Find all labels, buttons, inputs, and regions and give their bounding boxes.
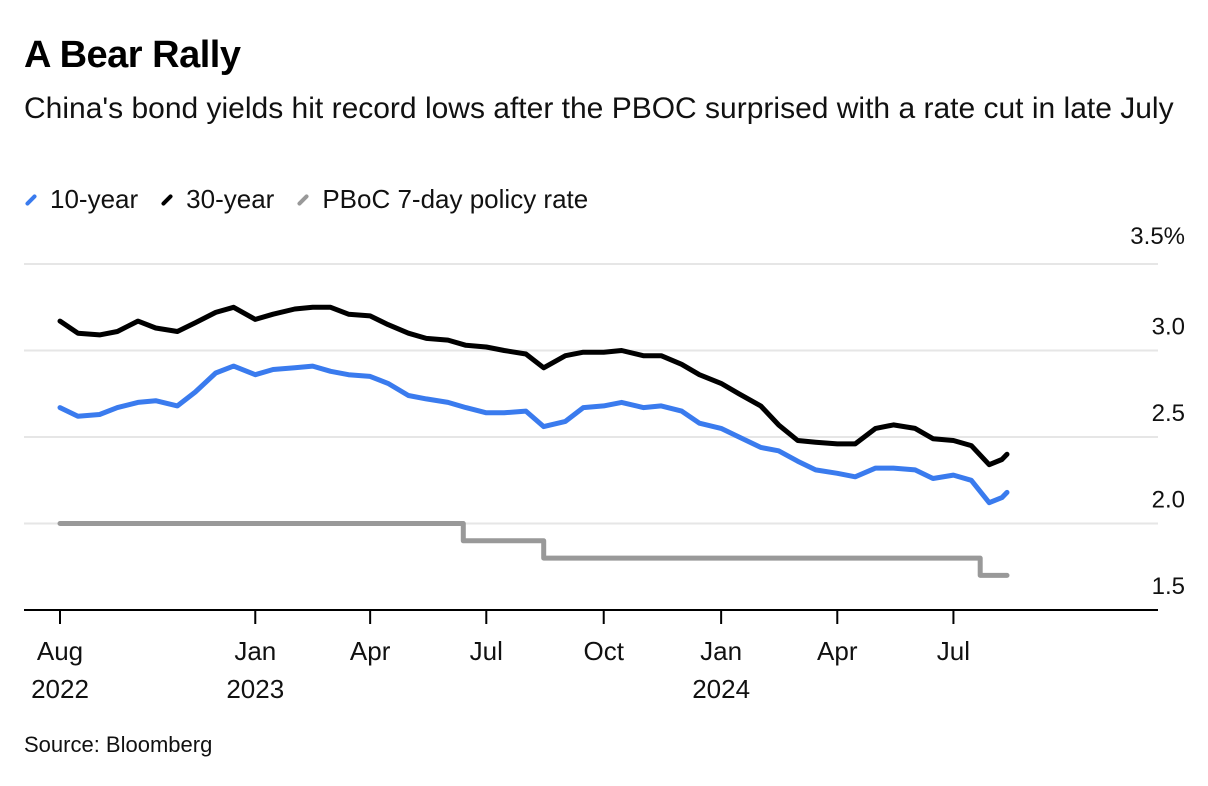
legend-label-10-year: 10-year bbox=[50, 184, 139, 214]
chart-subtitle: China's bond yields hit record lows afte… bbox=[24, 92, 1174, 125]
series-line-10-year bbox=[57, 363, 1010, 506]
x-tick-label: Apr bbox=[817, 636, 858, 666]
series-line-pboc-7-day-policy-rate bbox=[57, 521, 1010, 578]
legend: 10-year 30-year PBoC 7-day policy rate bbox=[24, 184, 610, 215]
y-tick-label: 3.0 bbox=[1152, 314, 1185, 341]
x-tick-label: Jul bbox=[470, 636, 503, 666]
y-tick-label: 2.0 bbox=[1152, 487, 1185, 514]
chart-title: A Bear Rally bbox=[24, 34, 241, 76]
x-tick-label: 2022 bbox=[31, 674, 89, 704]
x-tick-label: Jul bbox=[937, 636, 970, 666]
legend-item-10-year: 10-year bbox=[24, 184, 138, 215]
x-tick-label: Oct bbox=[583, 636, 624, 666]
y-tick-label: 1.5 bbox=[1152, 573, 1185, 600]
series-line-30-year bbox=[57, 304, 1010, 468]
x-tick-label: Apr bbox=[350, 636, 391, 666]
y-tick-label: 3.5% bbox=[1130, 223, 1185, 250]
legend-label-policy-rate: PBoC 7-day policy rate bbox=[322, 184, 589, 214]
legend-item-policy-rate: PBoC 7-day policy rate bbox=[296, 184, 588, 215]
x-tick-label: 2023 bbox=[226, 674, 284, 704]
x-tick-label: Jan bbox=[700, 636, 742, 666]
x-tick-label: Aug bbox=[37, 636, 83, 666]
source-note: Source: Bloomberg bbox=[24, 732, 213, 757]
y-tick-label: 2.5 bbox=[1152, 400, 1185, 427]
x-tick-label: Jan bbox=[234, 636, 276, 666]
legend-label-30-year: 30-year bbox=[186, 184, 275, 214]
x-tick-label: 2024 bbox=[692, 674, 750, 704]
legend-item-30-year: 30-year bbox=[160, 184, 274, 215]
